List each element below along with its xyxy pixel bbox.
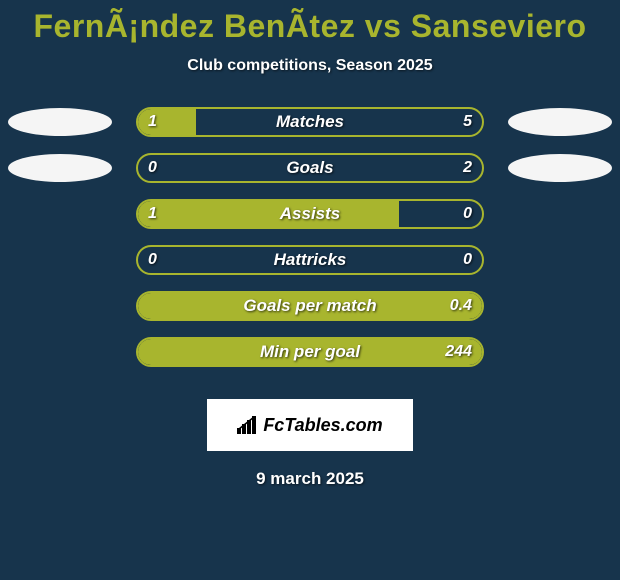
stat-value-left: 0: [148, 251, 157, 269]
stat-value-right: 0: [463, 251, 472, 269]
player-avatar-left: [8, 108, 112, 136]
player-avatar-right: [508, 108, 612, 136]
stat-label: Hattricks: [274, 250, 347, 270]
stat-label: Goals: [286, 158, 333, 178]
stat-row: Hattricks 0 0: [0, 243, 620, 289]
stat-bar: Goals 0 2: [136, 153, 484, 183]
stat-value-right: 0: [463, 205, 472, 223]
stat-value-right: 5: [463, 113, 472, 131]
stat-bar: Min per goal 244: [136, 337, 484, 367]
bar-fill-left: [138, 109, 196, 135]
stat-value-right: 2: [463, 159, 472, 177]
logo-box: FcTables.com: [207, 399, 413, 451]
player-avatar-right: [508, 154, 612, 182]
bars-icon: [237, 416, 259, 434]
date-label: 9 march 2025: [0, 469, 620, 489]
stat-bar: Assists 1 0: [136, 199, 484, 229]
logo-text: FcTables.com: [263, 415, 382, 436]
stat-label: Matches: [276, 112, 344, 132]
subtitle: Club competitions, Season 2025: [0, 57, 620, 75]
stat-label: Min per goal: [260, 342, 360, 362]
stat-label: Goals per match: [243, 296, 376, 316]
stat-bar: Goals per match 0.4: [136, 291, 484, 321]
stat-bar: Matches 1 5: [136, 107, 484, 137]
logo: FcTables.com: [237, 415, 382, 436]
stat-value-left: 1: [148, 113, 157, 131]
stat-bar: Hattricks 0 0: [136, 245, 484, 275]
stat-row: Matches 1 5: [0, 105, 620, 151]
stat-value-left: 0: [148, 159, 157, 177]
comparison-chart: Matches15Goals02Assists10Hattricks00Goal…: [0, 105, 620, 381]
page-title: FernÃ¡ndez BenÃ­tez vs Sanseviero: [0, 0, 620, 45]
stat-row: Goals per match 0.4: [0, 289, 620, 335]
stat-value-right: 244: [445, 343, 472, 361]
stat-row: Goals 0 2: [0, 151, 620, 197]
stat-value-left: 1: [148, 205, 157, 223]
player-avatar-left: [8, 154, 112, 182]
stat-row: Min per goal 244: [0, 335, 620, 381]
stat-value-right: 0.4: [450, 297, 472, 315]
bar-fill-left: [138, 201, 399, 227]
stat-label: Assists: [280, 204, 340, 224]
stat-row: Assists 1 0: [0, 197, 620, 243]
